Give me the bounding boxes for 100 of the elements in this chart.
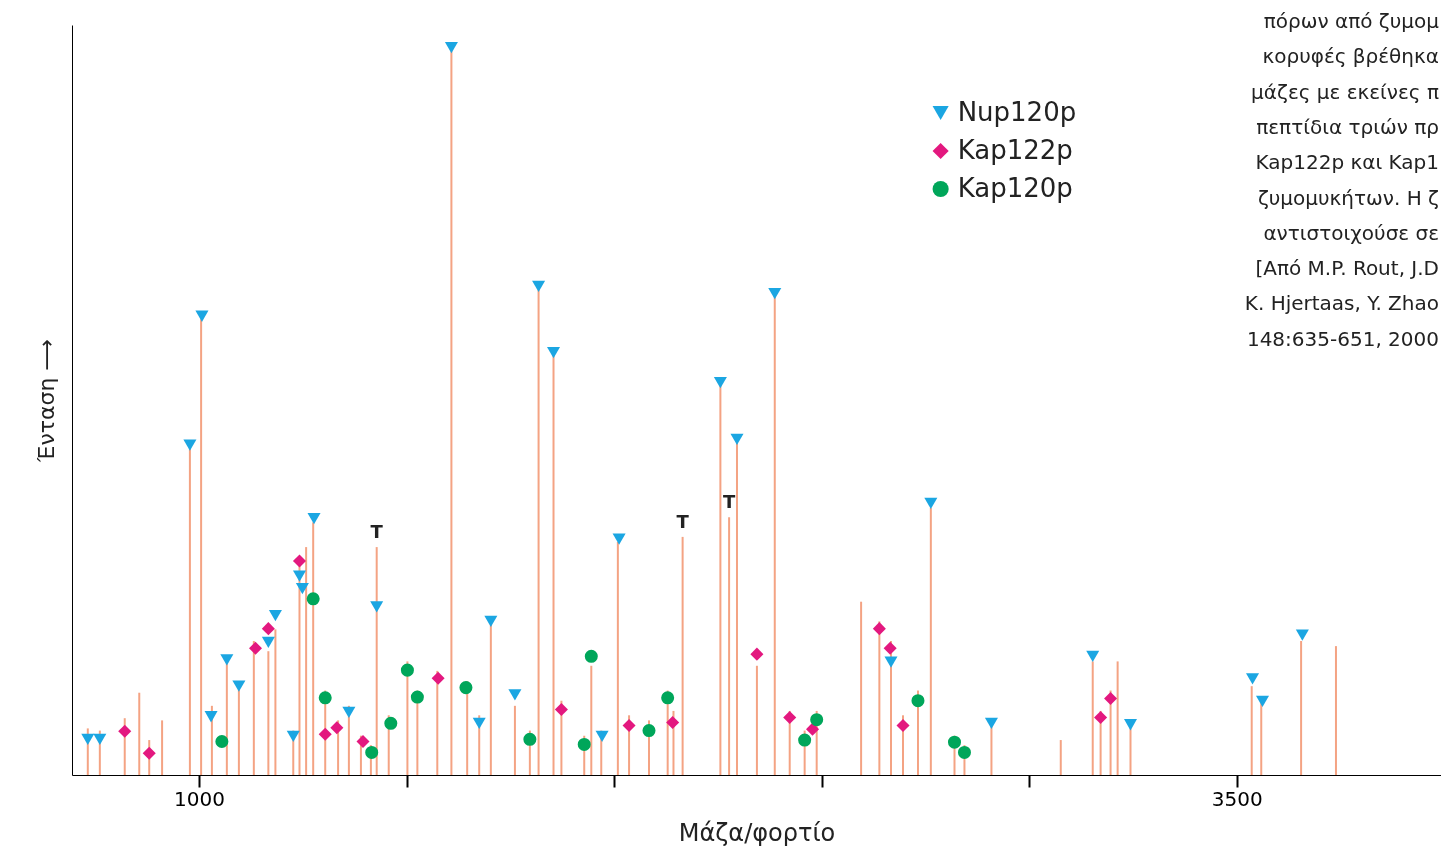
bar bbox=[1250, 686, 1253, 775]
point bbox=[365, 745, 379, 759]
annotation: [Από M.P. Rout, J.D bbox=[1255, 256, 1439, 281]
bar bbox=[681, 536, 684, 775]
x-tick-label: 3500 bbox=[1211, 786, 1263, 811]
point bbox=[261, 622, 275, 636]
point bbox=[872, 622, 886, 636]
bar bbox=[312, 522, 315, 775]
point bbox=[220, 654, 234, 666]
point bbox=[356, 734, 370, 749]
point bbox=[261, 636, 275, 649]
point bbox=[584, 649, 598, 663]
bar bbox=[252, 641, 255, 775]
point bbox=[410, 690, 424, 704]
point bbox=[666, 716, 680, 730]
bar bbox=[616, 541, 619, 775]
bar bbox=[735, 442, 738, 775]
bar bbox=[728, 517, 731, 775]
point bbox=[472, 717, 486, 729]
point bbox=[508, 689, 522, 701]
bar bbox=[188, 448, 191, 775]
point bbox=[554, 702, 568, 716]
point bbox=[484, 615, 498, 628]
point bbox=[142, 746, 156, 760]
bar bbox=[990, 725, 993, 775]
annotation: T bbox=[370, 521, 384, 543]
point bbox=[248, 641, 263, 655]
bar bbox=[225, 661, 228, 775]
point bbox=[883, 641, 897, 655]
point bbox=[595, 730, 609, 743]
point bbox=[295, 582, 309, 595]
point bbox=[1255, 695, 1270, 708]
point bbox=[93, 733, 107, 745]
point bbox=[810, 713, 824, 727]
point bbox=[577, 737, 591, 751]
bar bbox=[537, 289, 540, 775]
bar bbox=[375, 547, 378, 775]
bar bbox=[200, 319, 203, 775]
point bbox=[884, 656, 898, 668]
point bbox=[896, 718, 910, 732]
point bbox=[306, 592, 320, 606]
point bbox=[750, 647, 764, 661]
bar bbox=[878, 621, 881, 775]
legend-label: Kap120p bbox=[957, 173, 1073, 203]
point bbox=[532, 280, 546, 293]
point bbox=[713, 376, 727, 389]
point bbox=[523, 732, 537, 746]
annotation: κορυφές βρέθηκα bbox=[1262, 44, 1439, 69]
point bbox=[1086, 650, 1100, 662]
point bbox=[783, 710, 797, 724]
point bbox=[730, 433, 744, 445]
point bbox=[384, 716, 398, 730]
point bbox=[1246, 673, 1260, 685]
bar bbox=[1300, 641, 1303, 775]
point bbox=[215, 735, 229, 749]
point bbox=[81, 733, 95, 745]
annotation: 148:635-651, 2000 bbox=[1246, 326, 1439, 351]
point bbox=[768, 288, 782, 300]
point bbox=[661, 691, 675, 705]
point bbox=[1104, 692, 1118, 706]
bar bbox=[138, 692, 141, 775]
text: πόρων από ζυμομ bbox=[1263, 9, 1440, 33]
point bbox=[318, 727, 332, 741]
point bbox=[1123, 719, 1138, 731]
point bbox=[984, 717, 998, 729]
bar bbox=[305, 547, 308, 775]
annotation: T bbox=[722, 491, 736, 513]
point bbox=[957, 745, 971, 759]
bar bbox=[590, 665, 593, 775]
point bbox=[1295, 629, 1309, 641]
bar bbox=[1091, 661, 1094, 775]
point bbox=[806, 722, 820, 736]
bar bbox=[1334, 646, 1337, 775]
bar bbox=[1116, 661, 1119, 775]
x-tick-label: 1000 bbox=[174, 786, 225, 811]
point bbox=[183, 439, 197, 451]
point bbox=[342, 706, 356, 719]
point bbox=[195, 310, 209, 322]
bar bbox=[860, 601, 863, 775]
point bbox=[622, 718, 636, 732]
bar bbox=[755, 665, 758, 775]
bar bbox=[267, 651, 270, 775]
annotation: αντιστοιχούσε σε bbox=[1263, 220, 1439, 245]
annotation: ζυμομυκήτων. Η ζ bbox=[1257, 185, 1439, 210]
point bbox=[924, 497, 938, 510]
point bbox=[547, 347, 561, 359]
point bbox=[612, 533, 626, 545]
annotation: K. Hjertaas, Y. Zhao bbox=[1244, 291, 1439, 316]
bar bbox=[161, 720, 164, 775]
point bbox=[292, 554, 307, 568]
bar bbox=[274, 629, 277, 775]
point bbox=[444, 41, 458, 54]
point bbox=[798, 733, 812, 747]
legend-label: Kap122p bbox=[957, 135, 1073, 165]
point bbox=[118, 724, 132, 738]
annotation: Kap122p και Kap1 bbox=[1255, 150, 1439, 175]
point bbox=[400, 663, 414, 677]
bar bbox=[1059, 740, 1062, 775]
point bbox=[1094, 710, 1108, 724]
y-axis-title: Ένταση ⟶ bbox=[33, 339, 59, 463]
